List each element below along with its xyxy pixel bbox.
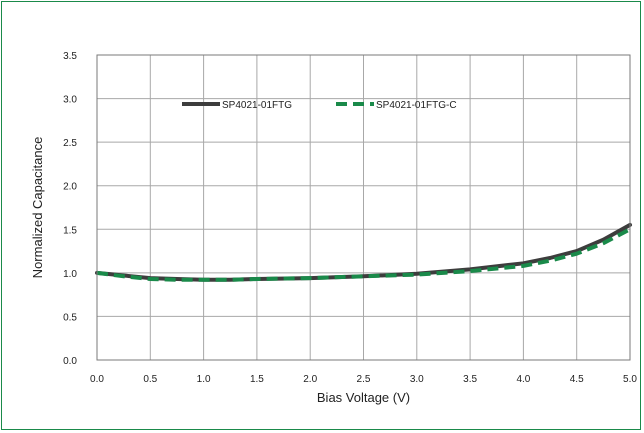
y-axis-title: Normalized Capacitance <box>30 137 45 279</box>
legend-label: SP4021-01FTG-C <box>376 100 457 111</box>
y-tick-label: 3.0 <box>63 95 77 106</box>
legend-label: SP4021-01FTG <box>222 100 292 111</box>
x-tick-label: 4.5 <box>570 374 584 385</box>
series-line-sp4021-01ftg-c <box>96 227 631 282</box>
x-tick-label: 5.0 <box>623 374 637 385</box>
x-tick-label: 0.5 <box>143 374 157 385</box>
y-tick-label: 1.0 <box>63 269 77 280</box>
y-tick-label: 1.5 <box>63 225 77 236</box>
legend-layer: SP4021-01FTG SP4021-01FTG-C <box>182 100 457 111</box>
axes-layer: 0.0 0.5 1.0 1.5 2.0 2.5 3.0 3.5 4.0 4.5 5.0 0.0 0.5 1… <box>63 51 637 385</box>
x-tick-label: 0.0 <box>90 374 104 385</box>
x-tick-label: 2.5 <box>357 374 371 385</box>
x-tick-label: 4.0 <box>516 374 530 385</box>
x-tick-label: 2.0 <box>303 374 317 385</box>
y-tick-label: 2.0 <box>63 182 77 193</box>
y-tick-label: 0.0 <box>63 356 77 367</box>
grid-layer <box>96 54 631 361</box>
x-axis-title: Bias Voltage (V) <box>317 390 410 405</box>
plot-border <box>96 54 631 361</box>
series-layer <box>95 222 632 282</box>
x-tick-label: 3.5 <box>463 374 477 385</box>
x-tick-label: 1.0 <box>197 374 211 385</box>
y-tick-label: 0.5 <box>63 312 77 323</box>
y-tick-label: 2.5 <box>63 138 77 149</box>
y-tick-label: 3.5 <box>63 51 77 62</box>
x-tick-label: 1.5 <box>250 374 264 385</box>
x-tick-label: 3.0 <box>410 374 424 385</box>
